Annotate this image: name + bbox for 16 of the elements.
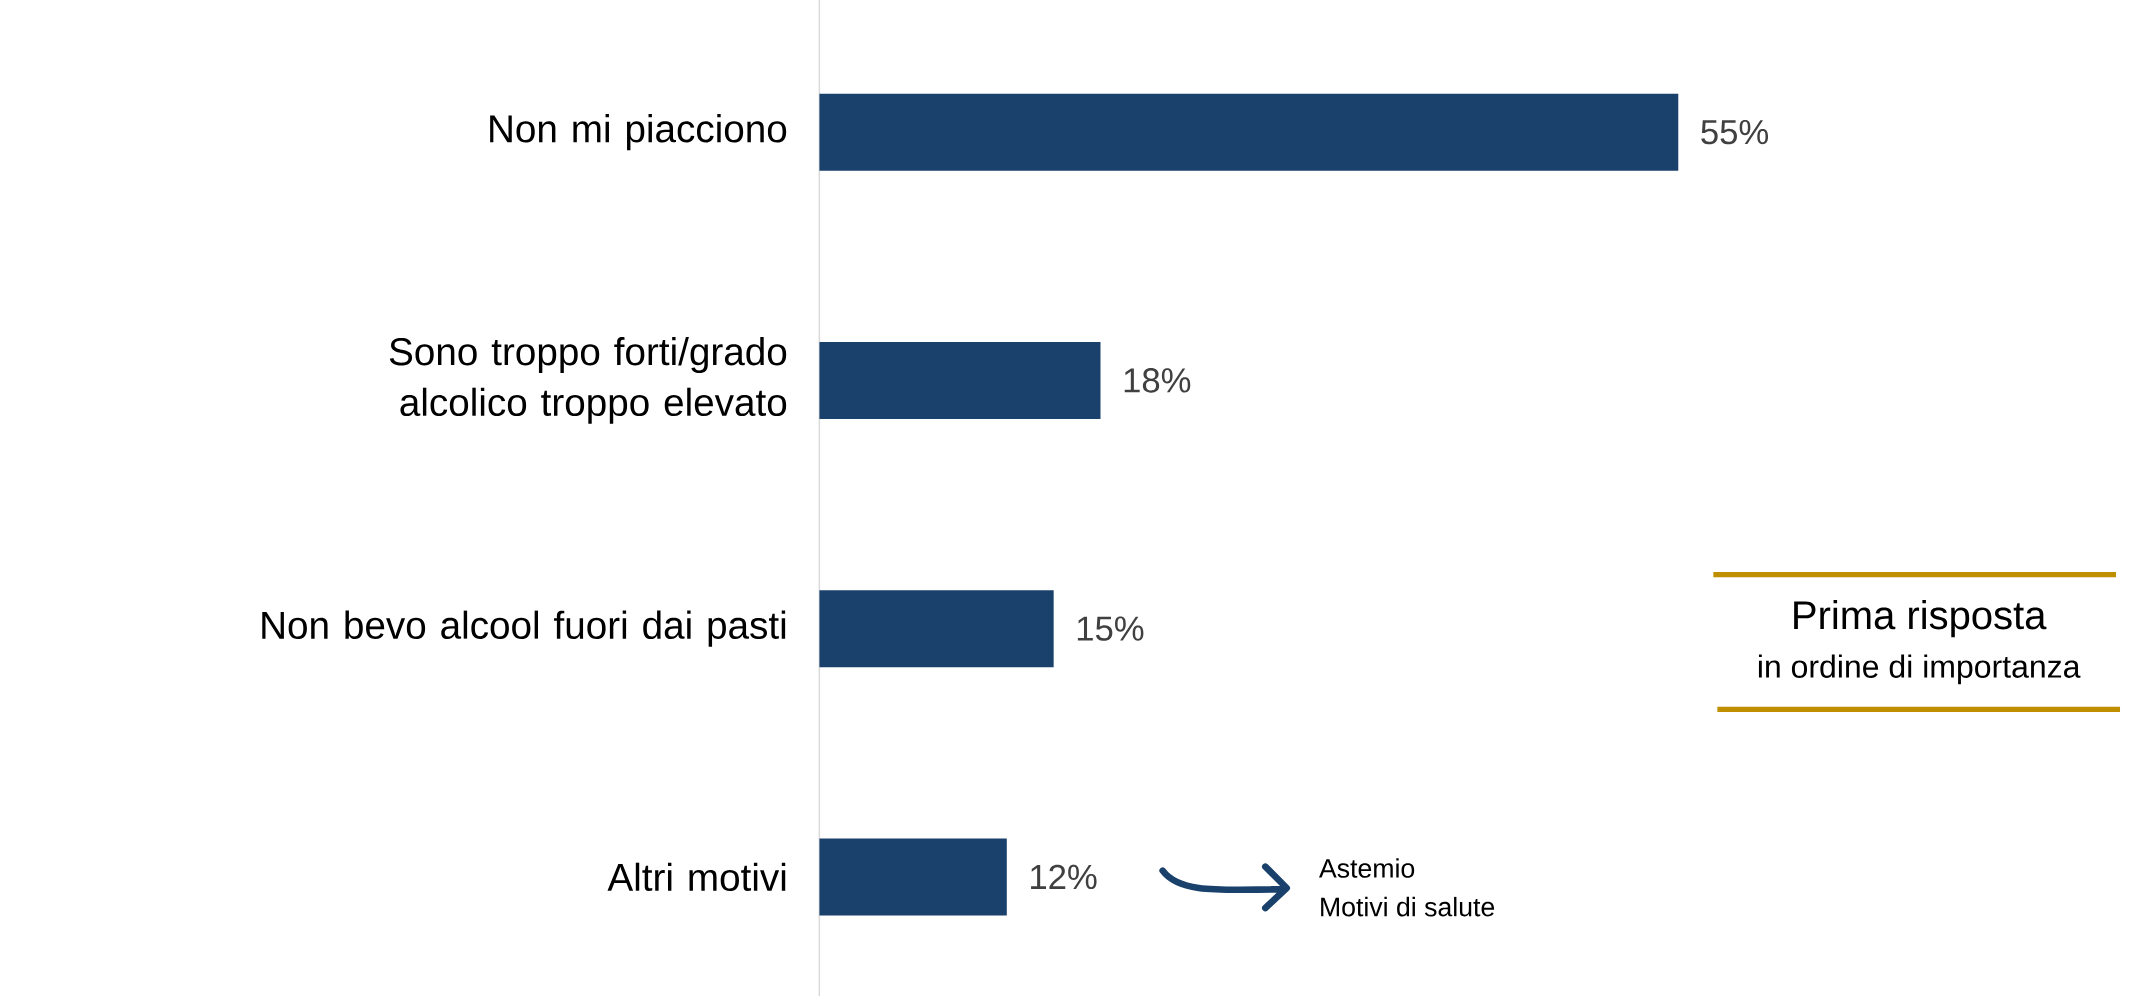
data-label: 15% xyxy=(1077,616,1144,641)
bar xyxy=(819,838,1007,916)
text: in ordine di importanza xyxy=(1758,654,2081,685)
y-tick-label: Sono troppo forti/grado alcolico troppo elevato xyxy=(389,337,787,424)
data-label: 12% xyxy=(1031,864,1097,890)
bar xyxy=(819,590,1054,668)
bar xyxy=(819,341,1101,419)
y-tick-label: Non bevo alcool fuori dai pasti xyxy=(262,610,786,647)
data-label: 18% xyxy=(1124,368,1191,393)
y-tick-label: Altri motivi xyxy=(607,862,786,892)
text: Prima risposta xyxy=(1794,600,2047,638)
annotation: Astemio xyxy=(1318,858,1415,878)
y-tick-label: Non mi piacciono xyxy=(490,114,787,151)
data-label: 55% xyxy=(1701,119,1769,145)
bar xyxy=(819,93,1679,171)
annotation: Motivi di salute xyxy=(1321,896,1495,917)
